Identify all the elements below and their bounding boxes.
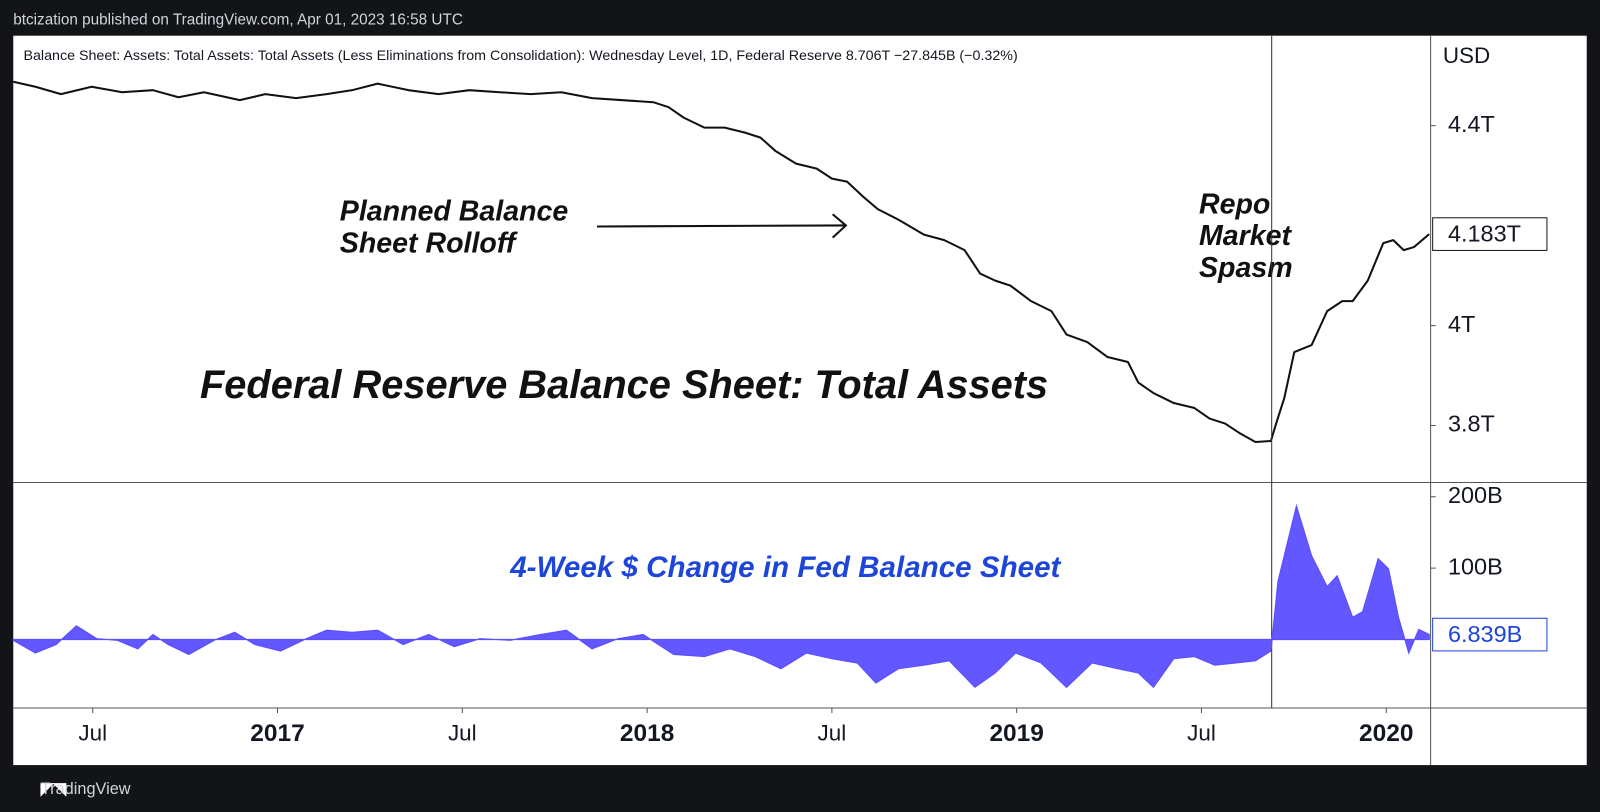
- last-value-label: 4.183T: [1448, 220, 1521, 246]
- x-tick-label: Jul: [78, 720, 107, 745]
- annotation: Planned Balance: [340, 196, 569, 228]
- axis-unit: USD: [1443, 43, 1490, 68]
- x-tick-label: Jul: [1187, 720, 1216, 745]
- annotation: Spasm: [1199, 252, 1293, 284]
- x-tick-label: 2018: [620, 720, 674, 747]
- arrow-head: [831, 213, 848, 239]
- brand: TradingView: [41, 780, 131, 798]
- brand-logo: ◤◥: [40, 780, 67, 798]
- last-value-box: [1432, 617, 1548, 652]
- chart-title: Federal Reserve Balance Sheet: Total Ass…: [200, 363, 1048, 407]
- arrow: [596, 224, 845, 228]
- y-tick-label: 3.8T: [1448, 411, 1495, 437]
- last-value-box: [1432, 217, 1548, 251]
- panel-title: 4-Week $ Change in Fed Balance Sheet: [509, 551, 1061, 584]
- x-tick-label: 2019: [989, 720, 1043, 747]
- x-tick-label: 2020: [1359, 720, 1413, 747]
- legend-text: Balance Sheet: Assets: Total Assets: Tot…: [23, 48, 1017, 64]
- y-tick-label: 200B: [1448, 482, 1503, 508]
- x-tick-label: Jul: [818, 720, 847, 745]
- y-tick-label: 4.4T: [1448, 111, 1495, 137]
- annotation: Sheet Rolloff: [340, 227, 518, 259]
- change-area: [12, 503, 1430, 689]
- y-tick-label: 4T: [1448, 311, 1475, 337]
- x-tick-label: Jul: [448, 720, 477, 745]
- y-tick-label: 100B: [1448, 553, 1503, 579]
- price-line: [13, 80, 1430, 444]
- byline: btcization published on TradingView.com,…: [13, 11, 463, 28]
- last-value-label: 6.839B: [1448, 621, 1522, 647]
- annotation: Repo: [1199, 189, 1270, 221]
- annotation: Market: [1199, 220, 1293, 252]
- x-tick-label: 2017: [250, 720, 304, 747]
